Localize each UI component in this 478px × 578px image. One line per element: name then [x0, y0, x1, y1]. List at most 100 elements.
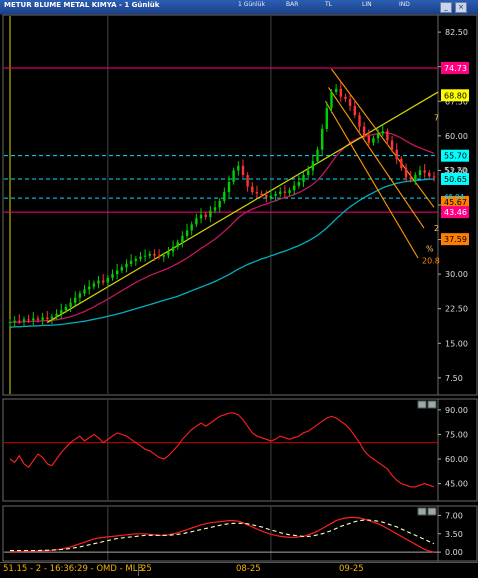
candle-body [190, 224, 193, 231]
close-icon[interactable]: × [455, 2, 467, 13]
candle-body [227, 182, 231, 193]
candle-body [404, 168, 408, 178]
candle-body [288, 190, 291, 193]
rsi-tick-label: 60.00 [445, 455, 468, 464]
status-bar: 51.15 - 2 - 16:36:29 - OMD - MLB 25 08-2… [0, 562, 478, 578]
candle-body [213, 207, 217, 211]
price-tag [441, 89, 469, 102]
candle-body [395, 149, 398, 159]
candle-body [339, 88, 342, 97]
partial-label: 2 [434, 224, 439, 233]
price-tag-label: 74.73 [444, 64, 467, 73]
candle-body [265, 194, 268, 198]
partial-label: 53.20 [444, 166, 467, 175]
sma-long-line [9, 178, 435, 328]
candle-body [32, 318, 35, 321]
candle-body [232, 170, 235, 182]
candle-body [55, 313, 58, 317]
candle-body [362, 126, 366, 136]
minimize-icon[interactable]: _ [440, 2, 452, 13]
candle-body [335, 88, 338, 92]
price-tag-label: 43.46 [444, 208, 467, 217]
candle-body [204, 214, 207, 217]
y-tick-label: 15.00 [445, 339, 468, 348]
price-tag [441, 149, 469, 162]
candle-body [148, 253, 151, 256]
partial-label: 46.94 [444, 193, 465, 201]
candle-body [195, 218, 198, 225]
candle-body [423, 170, 426, 173]
toolbar-item-bar[interactable]: BAR [286, 1, 299, 8]
y-tick-label: 60.00 [445, 132, 468, 141]
channel-line-outer [325, 101, 419, 259]
candle-body [400, 158, 403, 169]
candle-body [176, 242, 179, 247]
candle-body [36, 318, 40, 320]
candle-body [428, 172, 431, 177]
candle-body [50, 316, 54, 319]
rsi-line [9, 412, 435, 488]
candle-body [171, 246, 175, 252]
candle-body [237, 165, 240, 171]
price-tag-label: 68.80 [444, 91, 467, 100]
candle-body [293, 185, 296, 191]
candle-body [120, 267, 123, 271]
candle-body [129, 260, 133, 264]
candle-body [302, 175, 305, 182]
candle-body [381, 131, 384, 134]
toolbar-item-tl[interactable]: TL [325, 1, 333, 8]
candle-body [134, 258, 137, 261]
panel-button-icon [417, 507, 427, 516]
candle-body [344, 96, 347, 99]
panel-frame [2, 398, 439, 502]
candle-body [8, 322, 12, 324]
candle-body [372, 138, 375, 143]
candle-body [83, 289, 86, 294]
candle-body [92, 283, 96, 287]
candle-body [432, 176, 436, 178]
period-label[interactable]: 1 Günlük [238, 1, 265, 8]
candle-body [246, 175, 249, 187]
candle-body [390, 140, 394, 150]
price-tag [441, 195, 469, 208]
candle-body [279, 191, 282, 194]
rsi-tick-label: 75.00 [445, 430, 468, 439]
candle-body [241, 165, 245, 175]
y-tick-label: 30.00 [445, 270, 468, 279]
candle-body [209, 210, 212, 217]
candle-body [274, 193, 277, 196]
macd-tick-label: 3.50 [445, 530, 463, 539]
candle-body [414, 175, 417, 180]
candle-body [41, 317, 44, 320]
toolbar-item-lin[interactable]: LIN [362, 1, 372, 8]
candle-body [18, 320, 21, 322]
y-tick-label: 7.50 [445, 374, 463, 383]
candle-body [223, 192, 226, 201]
candle-body [316, 149, 319, 162]
price-tag-label: 37.59 [444, 235, 467, 244]
candle-body [97, 280, 100, 284]
candle-body [321, 128, 324, 150]
status-period: 25 [141, 564, 152, 574]
price-tag [441, 172, 469, 185]
candle-body [88, 286, 91, 290]
candle-body [74, 297, 77, 303]
toolbar-item-ind[interactable]: IND [399, 1, 410, 8]
candle-body [125, 264, 128, 268]
candle-body [64, 306, 68, 311]
candle-body [143, 255, 147, 257]
candle-body [307, 170, 310, 175]
partial-label: 7 [434, 113, 439, 122]
candle-body [199, 214, 203, 219]
candle-body [325, 108, 328, 129]
candle-body [27, 319, 30, 321]
x-tick-label: 09-25 [339, 564, 364, 574]
candle-body [409, 177, 412, 180]
candle-body [116, 270, 119, 275]
trend-line [46, 91, 439, 324]
y-tick-label: 82.50 [445, 28, 468, 37]
candle-body [153, 253, 156, 256]
candle-body [139, 256, 142, 259]
channel-line-lower [328, 87, 425, 229]
